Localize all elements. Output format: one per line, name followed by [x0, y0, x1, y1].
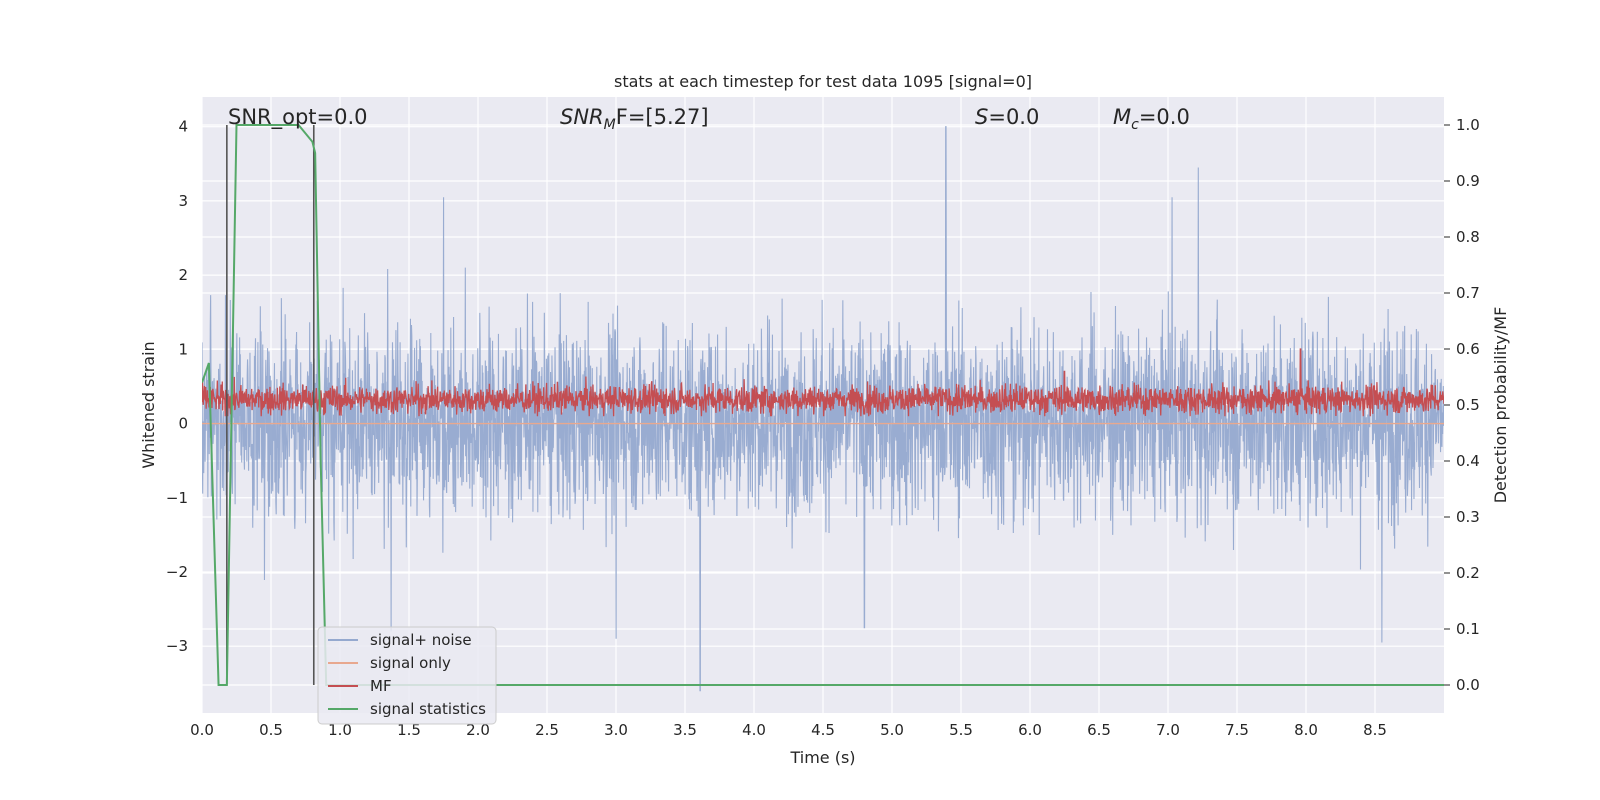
annotation-mc-value: =0.0	[1139, 105, 1190, 129]
y2-tick-label: 0.4	[1456, 452, 1480, 470]
x-tick-label: 7.5	[1225, 721, 1249, 739]
y2-tick-label: 0.0	[1456, 676, 1480, 694]
series-line-mf	[202, 348, 1444, 417]
y-tick-label: −2	[166, 563, 188, 581]
x-tick-label: 7.0	[1156, 721, 1180, 739]
x-tick-label: 6.0	[1018, 721, 1042, 739]
annotation-s-value: =0.0	[988, 105, 1039, 129]
y2-tick-label: 0.6	[1456, 340, 1480, 358]
x-tick-label: 8.5	[1363, 721, 1387, 739]
x-tick-label: 2.0	[466, 721, 490, 739]
legend-label-signal-noise: signal+ noise	[370, 631, 472, 649]
annotation-s: S=0.0	[975, 105, 1039, 129]
x-tick-label: 1.5	[397, 721, 421, 739]
y-tick-label: 4	[178, 118, 188, 136]
legend-box	[317, 626, 497, 725]
x-tick-label: 4.0	[742, 721, 766, 739]
x-axis-title: Time (s)	[789, 748, 855, 767]
y2-tick-label: 0.8	[1456, 228, 1480, 246]
x-tick-label: 3.0	[604, 721, 628, 739]
x-tick-label: 3.5	[673, 721, 697, 739]
x-tick-label: 5.5	[949, 721, 973, 739]
y2-tick-label: 0.1	[1456, 620, 1480, 638]
y2-tick-label: 1.0	[1456, 116, 1480, 134]
y-tick-label: 3	[178, 192, 188, 210]
x-tick-label: 1.0	[328, 721, 352, 739]
x-tick-label: 8.0	[1294, 721, 1318, 739]
x-tick-label: 2.5	[535, 721, 559, 739]
y2-axis-title: Detection probability/MF	[1491, 307, 1510, 504]
legend-label-mf: MF	[370, 677, 392, 695]
ticks: 0.0 0.5 1.0 1.5 2.0 2.5 3.0 3.5 4.0 4.5 5.0 5.5 6.0 6…	[166, 116, 1480, 739]
y-tick-label: 0	[178, 415, 188, 433]
legend-label-signal-statistics: signal statistics	[370, 700, 486, 718]
legend-label-signal-only: signal only	[370, 654, 451, 672]
y2-tick-label: 0.3	[1456, 508, 1480, 526]
y2-tick-label: 0.9	[1456, 172, 1480, 190]
y-tick-label: 2	[178, 266, 188, 284]
y2-tick-label: 0.2	[1456, 564, 1480, 582]
x-tick-label: 0.0	[190, 721, 214, 739]
x-tick-label: 6.5	[1087, 721, 1111, 739]
y2-tick-label: 0.7	[1456, 284, 1480, 302]
series-line-signal-statistics	[202, 124, 1444, 686]
chart-title: stats at each timestep for test data 109…	[614, 72, 1032, 91]
annotation-snr-opt: SNR_opt=0.0	[228, 105, 368, 130]
series-layer	[202, 124, 1444, 692]
y-tick-label: −1	[166, 489, 188, 507]
legend: signal+ noise signal only MF signal stat…	[317, 626, 497, 725]
y-tick-label: −3	[166, 637, 188, 655]
x-tick-label: 4.5	[811, 721, 835, 739]
y-tick-label: 1	[178, 340, 188, 358]
annotation-mc: Mc=0.0	[1113, 105, 1190, 133]
x-tick-label: 0.5	[259, 721, 283, 739]
annotation-snr-mf-rest: F=[5.27]	[616, 105, 709, 129]
annotation-mc-sub: c	[1131, 117, 1139, 133]
annotation-snr-mf-base: SNR	[560, 105, 604, 129]
annotation-snr-mf-sub: M	[604, 117, 616, 133]
annotation-snr-mf: SNRMF=[5.27]	[560, 105, 709, 133]
annotation-s-label: S	[975, 105, 988, 129]
x-tick-label: 5.0	[880, 721, 904, 739]
y-axis-title: Whitened strain	[139, 341, 158, 468]
y2-tick-label: 0.5	[1456, 396, 1480, 414]
annotation-mc-base: M	[1113, 105, 1131, 129]
